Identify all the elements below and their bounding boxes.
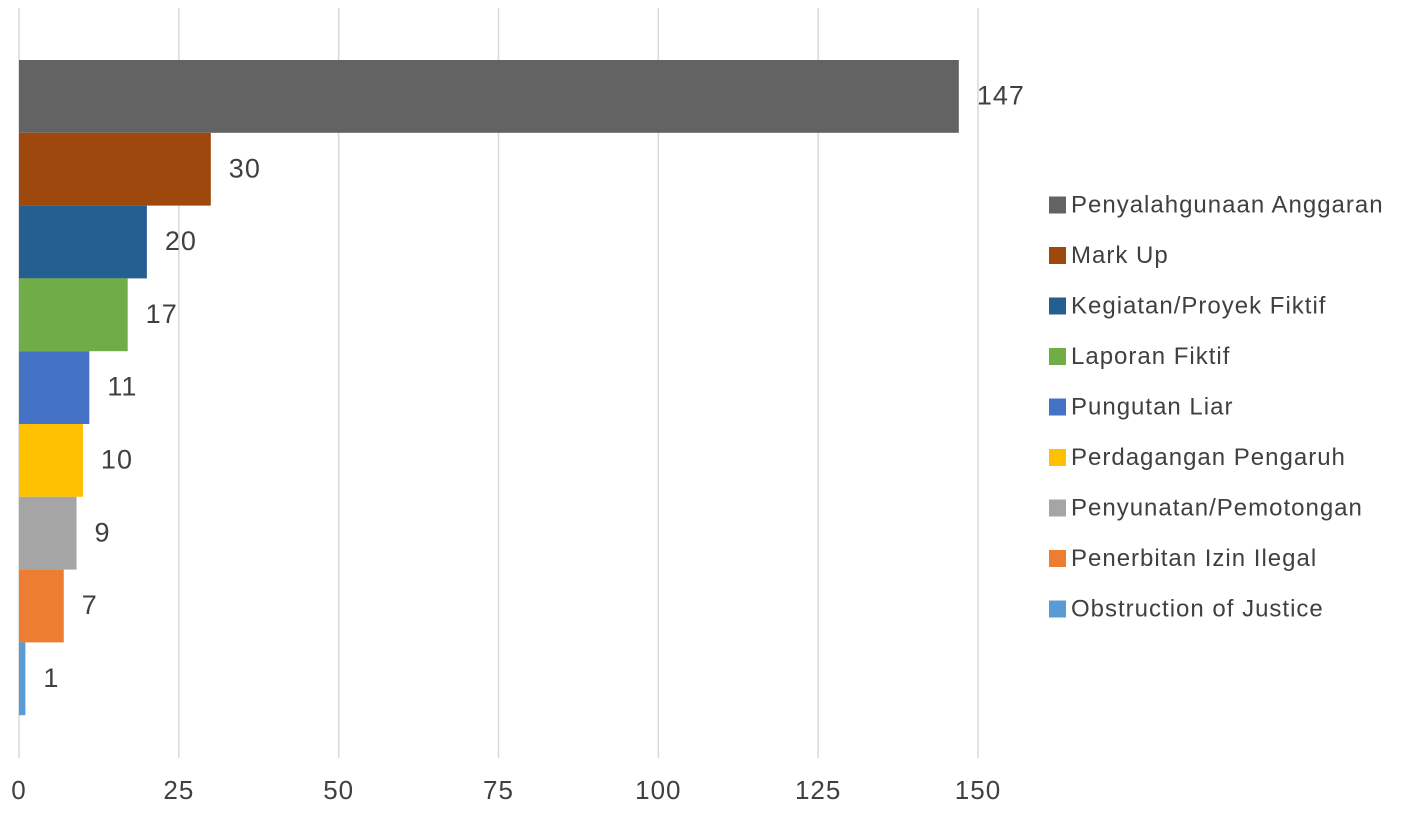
x-tick-label: 150 [955,775,1001,805]
bars [19,60,959,716]
legend-swatch [1049,247,1066,264]
legend-swatch [1049,499,1066,517]
bar [19,205,147,279]
legend-label: Perdagangan Pengaruh [1071,444,1346,471]
data-label: 30 [229,153,261,183]
legend-item: Perdagangan Pengaruh [1049,444,1346,471]
bar [19,569,64,643]
legend-label: Penyalahgunaan Anggaran [1071,191,1384,218]
bar [19,642,26,716]
legend-item: Pungutan Liar [1049,393,1233,420]
bar [19,496,77,570]
bar [19,132,211,206]
legend-item: Penerbitan Izin Ilegal [1049,545,1317,572]
data-label: 1 [43,663,59,693]
legend-item: Penyalahgunaan Anggaran [1049,191,1384,218]
legend-label: Pungutan Liar [1071,393,1233,420]
data-label: 147 [977,81,1025,111]
data-label: 10 [101,445,133,475]
x-tick-label: 125 [795,775,841,805]
legend-item: Laporan Fiktif [1049,343,1230,370]
legend-swatch [1049,297,1066,315]
data-label: 9 [95,517,111,547]
legend-swatch [1049,550,1066,567]
data-labels: 147 30 20 17 11 10 9 7 1 [43,81,1025,693]
data-label: 20 [165,226,197,256]
legend-label: Kegiatan/Proyek Fiktif [1071,292,1326,319]
x-axis-ticks: 0 25 50 75 100 125 150 [11,775,1001,805]
legend-label: Mark Up [1071,242,1169,269]
bar [19,60,959,133]
legend-label: Penerbitan Izin Ilegal [1071,545,1317,572]
legend-swatch [1049,600,1066,618]
x-tick-label: 50 [323,775,354,805]
legend-item: Penyunatan/Pemotongan [1049,494,1363,521]
data-label: 11 [107,372,137,402]
data-label: 17 [146,299,178,329]
legend-swatch [1049,398,1066,416]
legend-swatch [1049,196,1066,214]
legend: Penyalahgunaan Anggaran Mark Up Kegiatan/P… [1049,191,1384,622]
legend-item: Kegiatan/Proyek Fiktif [1049,292,1326,319]
x-tick-label: 75 [483,775,514,805]
legend-swatch [1049,449,1066,466]
legend-label: Obstruction of Justice [1071,595,1324,622]
x-tick-label: 100 [635,775,681,805]
legend-label: Laporan Fiktif [1071,343,1230,370]
bar [19,351,90,424]
legend-swatch [1049,348,1066,365]
data-label: 7 [82,590,98,620]
x-tick-label: 0 [11,775,26,805]
x-tick-label: 25 [163,775,194,805]
bar [19,278,128,352]
legend-label: Penyunatan/Pemotongan [1071,494,1363,521]
bar [19,424,83,497]
legend-item: Mark Up [1049,242,1169,269]
legend-item: Obstruction of Justice [1049,595,1324,622]
